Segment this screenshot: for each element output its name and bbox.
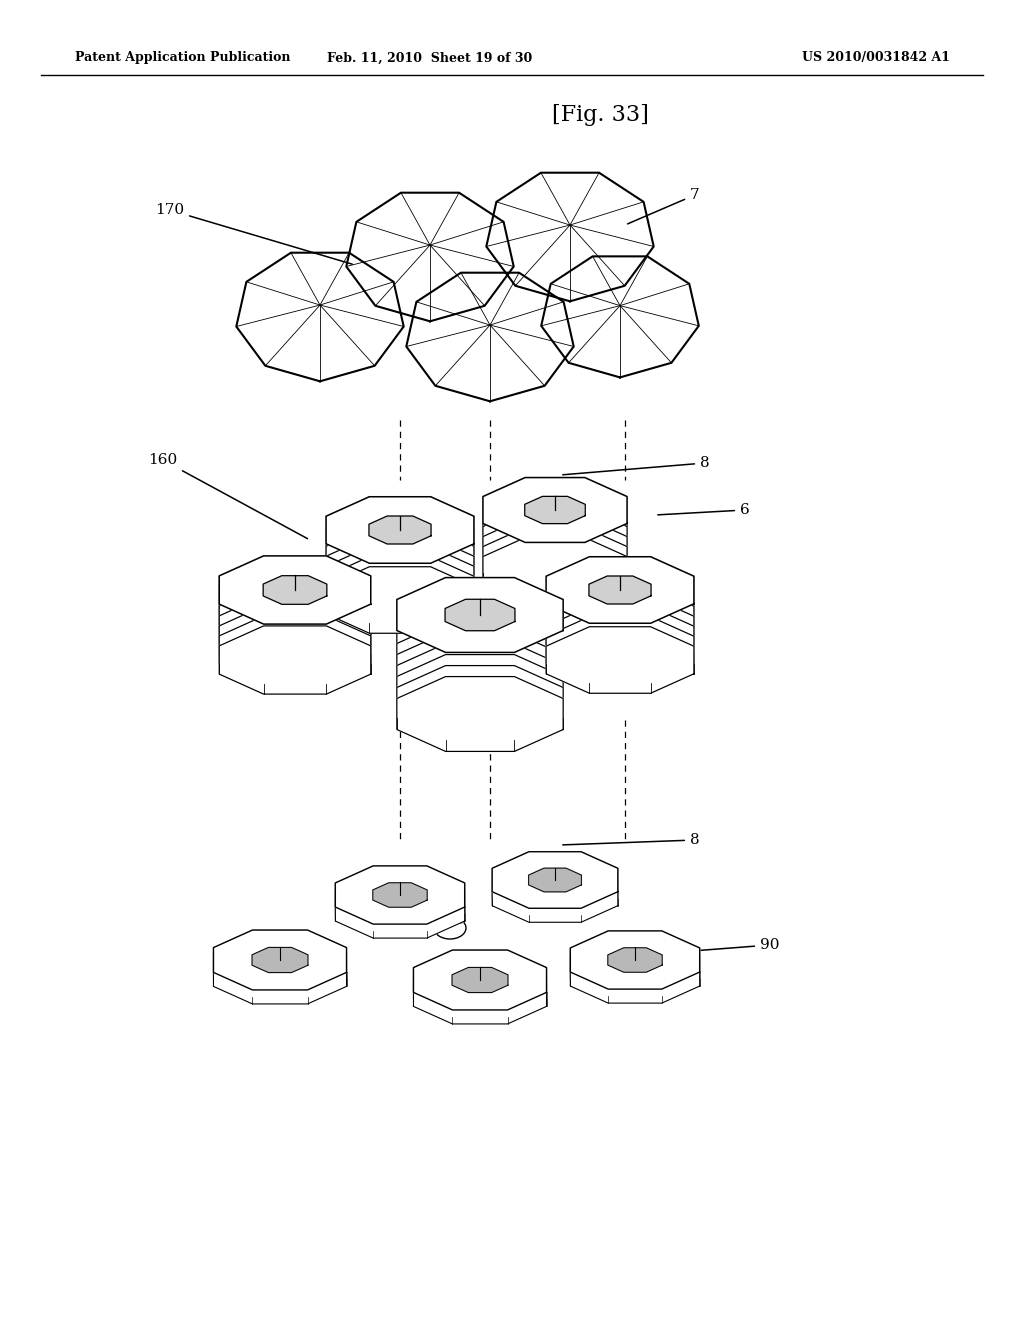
Polygon shape	[414, 950, 547, 1010]
Polygon shape	[326, 566, 474, 634]
Polygon shape	[483, 508, 627, 573]
Polygon shape	[373, 883, 427, 907]
Polygon shape	[608, 948, 663, 973]
Polygon shape	[493, 851, 617, 908]
Text: US 2010/0031842 A1: US 2010/0031842 A1	[802, 51, 950, 65]
Polygon shape	[397, 611, 563, 685]
Polygon shape	[326, 496, 474, 564]
Polygon shape	[570, 945, 699, 1003]
Polygon shape	[397, 599, 563, 675]
Polygon shape	[369, 516, 431, 544]
Polygon shape	[407, 273, 573, 401]
Polygon shape	[397, 589, 563, 664]
Polygon shape	[546, 577, 694, 643]
Polygon shape	[213, 944, 346, 1005]
Text: 6: 6	[657, 503, 750, 517]
Polygon shape	[493, 866, 617, 923]
Polygon shape	[570, 931, 699, 989]
Text: 170: 170	[155, 203, 352, 264]
Text: [Fig. 33]: [Fig. 33]	[552, 104, 648, 125]
Polygon shape	[483, 498, 627, 562]
Polygon shape	[335, 880, 465, 939]
Text: 93: 93	[445, 913, 465, 927]
Polygon shape	[546, 587, 694, 653]
Polygon shape	[397, 622, 563, 697]
Polygon shape	[397, 578, 563, 652]
Polygon shape	[326, 527, 474, 593]
Polygon shape	[546, 627, 694, 693]
Polygon shape	[219, 556, 371, 624]
Text: 8: 8	[563, 455, 710, 475]
Polygon shape	[483, 478, 627, 543]
Polygon shape	[326, 546, 474, 614]
Polygon shape	[546, 557, 694, 623]
Polygon shape	[219, 586, 371, 655]
Polygon shape	[326, 496, 474, 564]
Polygon shape	[546, 616, 694, 684]
Polygon shape	[326, 557, 474, 623]
Polygon shape	[397, 665, 563, 741]
Polygon shape	[335, 873, 465, 931]
Polygon shape	[414, 964, 547, 1024]
Polygon shape	[213, 931, 346, 990]
Polygon shape	[546, 607, 694, 673]
Polygon shape	[326, 507, 474, 573]
Polygon shape	[546, 566, 694, 634]
Polygon shape	[397, 644, 563, 718]
Polygon shape	[252, 948, 308, 973]
Polygon shape	[397, 578, 563, 652]
Polygon shape	[346, 193, 514, 321]
Polygon shape	[483, 487, 627, 553]
Polygon shape	[263, 576, 327, 605]
Polygon shape	[397, 677, 563, 751]
Polygon shape	[237, 252, 403, 381]
Polygon shape	[213, 931, 346, 990]
Polygon shape	[219, 626, 371, 694]
Polygon shape	[397, 655, 563, 730]
Polygon shape	[452, 968, 508, 993]
Polygon shape	[335, 866, 465, 924]
Polygon shape	[528, 869, 582, 892]
Polygon shape	[326, 516, 474, 583]
Polygon shape	[219, 606, 371, 675]
Polygon shape	[570, 939, 699, 997]
Text: 90: 90	[643, 939, 779, 954]
Text: 8: 8	[563, 833, 699, 847]
Polygon shape	[397, 632, 563, 708]
Polygon shape	[570, 931, 699, 989]
Polygon shape	[219, 616, 371, 684]
Polygon shape	[219, 576, 371, 644]
Polygon shape	[483, 537, 627, 602]
Polygon shape	[493, 859, 617, 915]
Polygon shape	[335, 866, 465, 924]
Polygon shape	[483, 478, 627, 543]
Polygon shape	[219, 566, 371, 634]
Polygon shape	[546, 597, 694, 663]
Polygon shape	[524, 496, 586, 524]
Polygon shape	[546, 557, 694, 623]
Polygon shape	[219, 556, 371, 624]
Polygon shape	[326, 537, 474, 603]
Text: Feb. 11, 2010  Sheet 19 of 30: Feb. 11, 2010 Sheet 19 of 30	[328, 51, 532, 65]
Polygon shape	[414, 957, 547, 1016]
Polygon shape	[445, 599, 515, 631]
Text: 160: 160	[148, 453, 307, 539]
Polygon shape	[219, 595, 371, 664]
Text: 7: 7	[628, 187, 699, 224]
Polygon shape	[483, 517, 627, 582]
Polygon shape	[483, 528, 627, 593]
Text: Patent Application Publication: Patent Application Publication	[75, 51, 291, 65]
Polygon shape	[542, 256, 698, 378]
Polygon shape	[589, 576, 651, 605]
Polygon shape	[213, 937, 346, 997]
Polygon shape	[486, 173, 653, 301]
Polygon shape	[414, 950, 547, 1010]
Polygon shape	[493, 851, 617, 908]
